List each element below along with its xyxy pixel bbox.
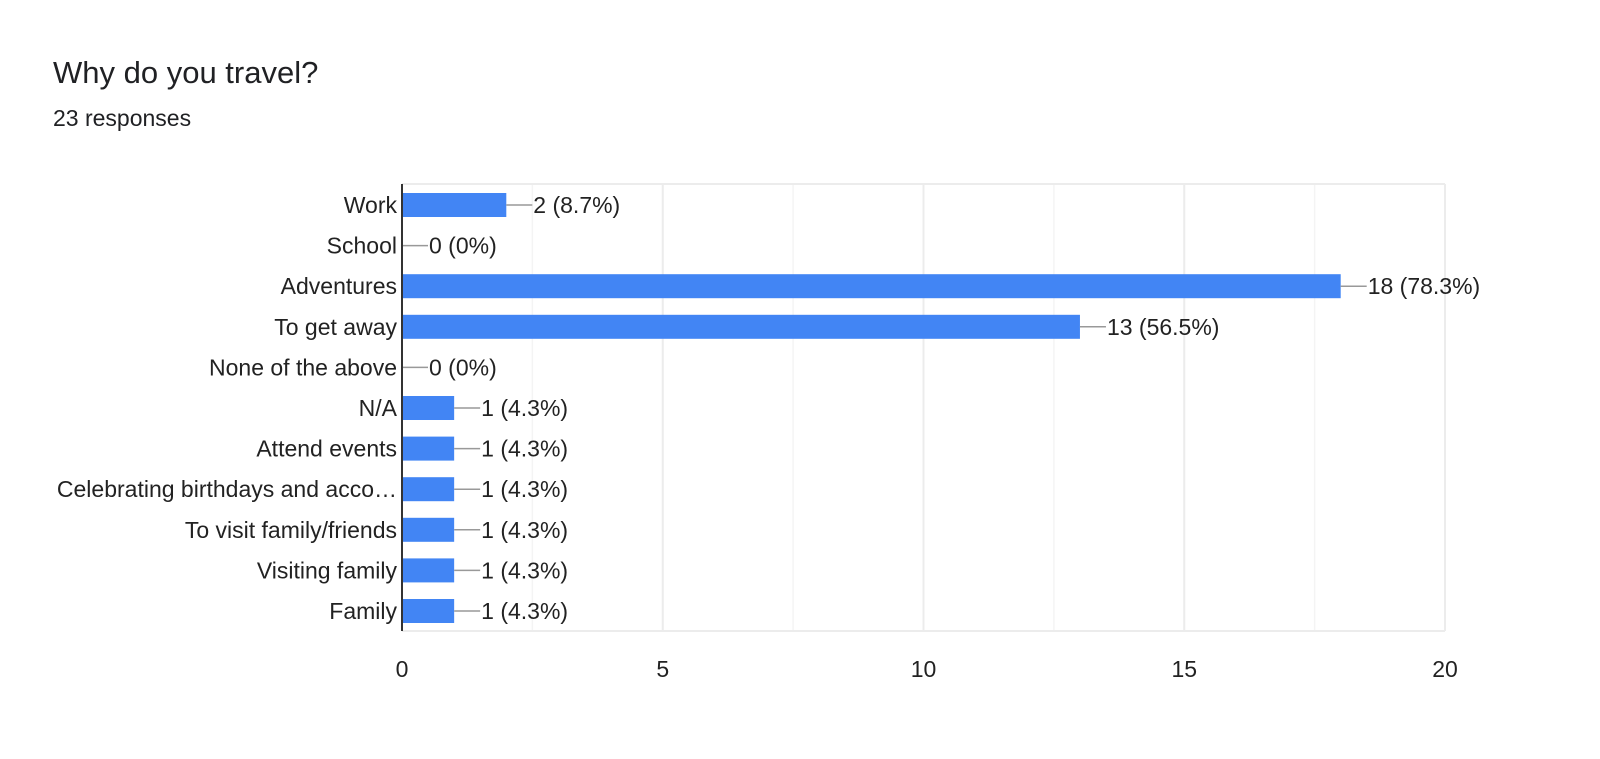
bar: [402, 599, 455, 623]
x-tick-label: 20: [1432, 656, 1458, 682]
bar: [402, 314, 1080, 339]
data-label: 1 (4.3%): [481, 557, 568, 583]
category-label: To visit family/friends: [185, 517, 397, 543]
data-label: 1 (4.3%): [481, 395, 568, 421]
category-label: Work: [344, 192, 398, 218]
data-label: 0 (0%): [429, 354, 497, 380]
chart-title: Why do you travel?: [53, 55, 319, 90]
bar: [402, 517, 455, 542]
bar: [402, 558, 455, 583]
bar: [402, 193, 507, 217]
data-label: 1 (4.3%): [481, 517, 568, 543]
x-tick-label: 5: [656, 656, 669, 682]
category-label: Attend events: [256, 436, 397, 462]
bar: [402, 477, 455, 502]
data-label: 18 (78.3%): [1368, 273, 1481, 299]
data-label: 13 (56.5%): [1107, 314, 1220, 340]
labels: 2 (8.7%) Work 0 (0%) School 18 (78.3%) Advent…: [57, 192, 1480, 682]
category-label: None of the above: [209, 354, 397, 380]
bar: [402, 396, 455, 420]
bar: [402, 274, 1341, 299]
gridlines: [402, 183, 1446, 632]
x-tick-label: 0: [396, 656, 409, 682]
data-label: 0 (0%): [429, 233, 497, 259]
category-label: School: [327, 233, 397, 259]
category-label: Visiting family: [257, 557, 398, 583]
category-label: To get away: [274, 314, 397, 340]
category-label: Family: [329, 598, 397, 624]
data-label: 2 (8.7%): [533, 192, 620, 218]
x-tick-label: 15: [1171, 656, 1197, 682]
response-count: 23 responses: [53, 105, 192, 131]
x-tick-label: 10: [911, 656, 937, 682]
chart-header: Why do you travel? 23 responses: [53, 54, 318, 133]
bars: [402, 193, 1367, 623]
category-label: Adventures: [281, 273, 397, 299]
category-label: N/A: [359, 395, 398, 421]
data-label: 1 (4.3%): [481, 476, 568, 502]
bar: [402, 436, 455, 461]
category-label: Celebrating birthdays and acco…: [57, 476, 397, 502]
data-label: 1 (4.3%): [481, 436, 568, 462]
data-label: 1 (4.3%): [481, 598, 568, 624]
